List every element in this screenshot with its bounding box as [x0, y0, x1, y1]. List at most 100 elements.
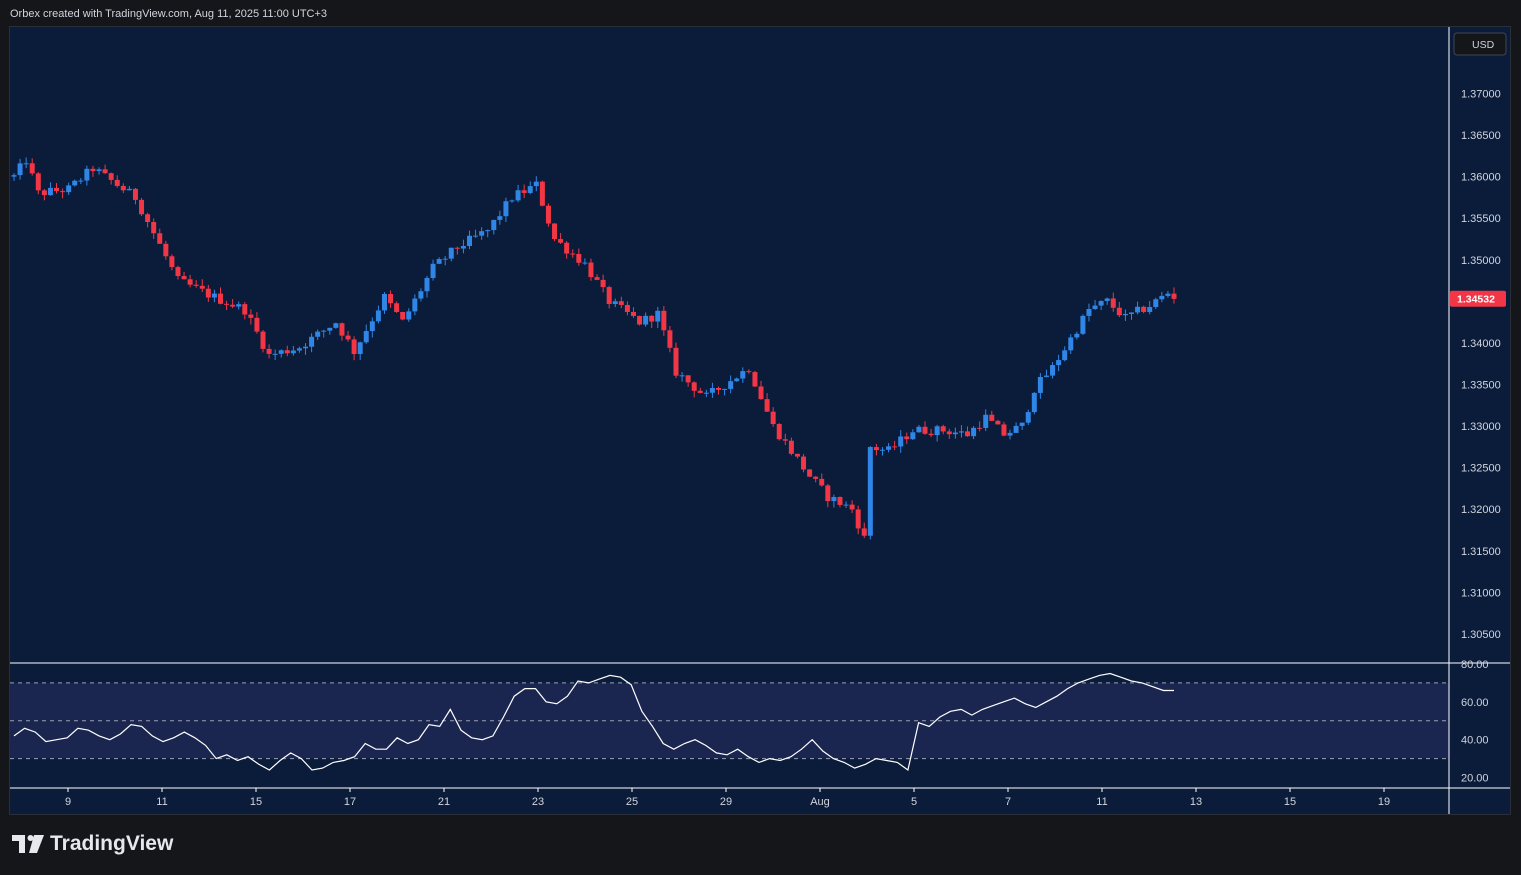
candle-up	[916, 426, 922, 433]
price-tick-label: 1.32000	[1461, 504, 1501, 516]
candle-down	[813, 476, 819, 479]
candle-up	[1153, 299, 1159, 308]
time-tick-label: 21	[438, 796, 450, 808]
candle-up	[533, 181, 539, 187]
price-tick-label: 1.33000	[1461, 421, 1501, 433]
candle-up	[1025, 412, 1031, 423]
candle-down	[776, 424, 782, 440]
candle-down	[120, 185, 126, 191]
candle-down	[673, 347, 679, 376]
candle-down	[630, 311, 636, 316]
candle-down	[224, 303, 230, 305]
candle-down	[41, 190, 47, 196]
candle-up	[272, 353, 278, 355]
candle-up	[879, 449, 885, 451]
candle-up	[357, 342, 363, 355]
candle-up	[473, 235, 479, 237]
candle-up	[381, 294, 387, 311]
candle-down	[782, 439, 788, 441]
candle-down	[758, 386, 764, 400]
chart-frame[interactable]: 1.37000 1.36500 1.36000 1.35500 1.35000 1.345…	[9, 26, 1511, 815]
candle-up	[290, 350, 296, 354]
time-tick-label: 23	[532, 796, 544, 808]
candle-down	[181, 276, 187, 280]
price-tick-label: 1.34000	[1461, 338, 1501, 350]
candle-down	[175, 267, 181, 277]
candle-up	[1037, 376, 1043, 393]
candle-down	[649, 315, 655, 322]
candle-up	[430, 263, 436, 279]
candle-up	[78, 180, 84, 182]
price-tick-label: 1.35000	[1461, 255, 1501, 267]
candle-down	[139, 199, 145, 215]
price-tick-label: 1.32500	[1461, 463, 1501, 475]
candle-up	[1068, 337, 1074, 351]
candle-up	[1147, 307, 1153, 312]
candle-up	[898, 436, 904, 447]
candle-down	[819, 478, 825, 486]
candle-up	[722, 388, 728, 390]
rsi-pane[interactable]	[10, 672, 1449, 772]
candle-up	[66, 185, 72, 193]
candle-up	[509, 200, 515, 202]
time-tick-label: 11	[156, 796, 167, 808]
candle-down	[697, 390, 703, 393]
candle-up	[442, 258, 448, 260]
candle-up	[424, 278, 430, 292]
candle-down	[770, 411, 776, 425]
candle-up	[910, 432, 916, 440]
candle-down	[90, 168, 96, 172]
candle-down	[995, 420, 1001, 425]
time-tick-label: 19	[1378, 796, 1390, 808]
candle-up	[303, 346, 309, 349]
candle-up	[211, 293, 217, 298]
price-axis[interactable]: 1.370001.365001.360001.355001.350001.345…	[1461, 89, 1501, 641]
time-tick-label: 25	[626, 796, 638, 808]
currency-button[interactable]: USD	[1453, 32, 1507, 56]
price-tick-label: 1.33500	[1461, 379, 1501, 391]
candle-up	[375, 310, 381, 322]
candle-up	[236, 304, 242, 307]
candle-up	[278, 350, 284, 354]
candle-down	[388, 294, 394, 304]
time-axis[interactable]: 9 11 15 17 21 23 25 29 Aug 5 7 11 13 15 19	[65, 788, 1390, 808]
candle-down	[284, 350, 290, 354]
candle-down	[892, 446, 898, 448]
candle-up	[655, 310, 661, 322]
candle-up	[84, 168, 90, 181]
candle-down	[606, 287, 612, 305]
candle-up	[1104, 298, 1110, 302]
candle-down	[922, 426, 928, 434]
candle-up	[843, 504, 849, 506]
candle-up	[296, 348, 302, 351]
candle-up	[1007, 432, 1013, 436]
price-tick-label: 1.36000	[1461, 172, 1501, 184]
candle-down	[217, 293, 223, 304]
candle-up	[1122, 313, 1128, 316]
candle-down	[624, 304, 630, 312]
candle-down	[260, 331, 266, 349]
candle-down	[1116, 307, 1122, 316]
tradingview-logo[interactable]: TradingView	[12, 832, 173, 856]
chart-canvas[interactable]: 1.37000 1.36500 1.36000 1.35500 1.35000 1.345…	[10, 27, 1510, 814]
candle-up	[515, 190, 521, 201]
candle-down	[351, 339, 357, 355]
candle-down	[400, 311, 406, 320]
price-tick-label: 1.35500	[1461, 213, 1501, 225]
candle-down	[861, 528, 867, 536]
candle-down	[199, 285, 205, 289]
candle-down	[187, 279, 193, 285]
time-tick-label: Aug	[810, 796, 830, 808]
candle-down	[545, 205, 551, 224]
candle-down	[339, 323, 345, 336]
rsi-tick-label: 40.00	[1461, 735, 1489, 747]
price-tick-label: 1.31500	[1461, 546, 1501, 558]
candle-up	[958, 431, 964, 433]
candle-down	[570, 253, 576, 255]
candle-up	[321, 330, 327, 332]
candle-up	[643, 315, 649, 325]
rsi-axis[interactable]: 80.00 60.00 40.00 20.00	[1461, 659, 1489, 785]
candle-up	[1098, 301, 1104, 306]
candle-up	[952, 432, 958, 435]
last-price-value: 1.34532	[1457, 294, 1495, 306]
